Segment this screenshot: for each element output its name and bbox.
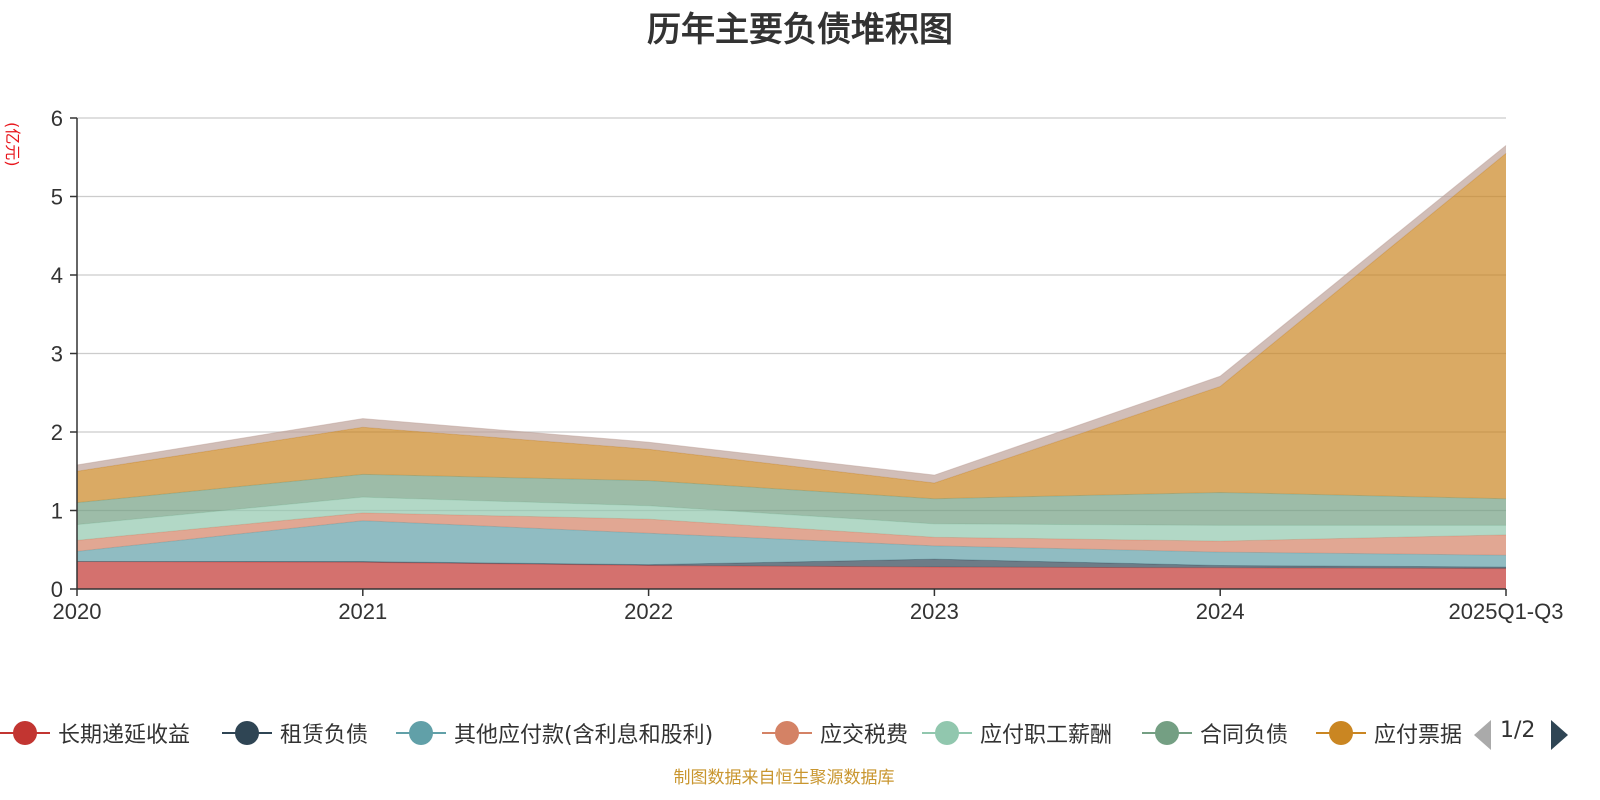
y-tick-label: 2 (51, 420, 63, 445)
legend-symbol-dot (409, 721, 433, 745)
legend-label: 应付职工薪酬 (980, 723, 1113, 748)
legend-item-1[interactable]: 长期递延收益 (0, 716, 190, 750)
chart-title: 历年主要负债堆积图 (647, 10, 953, 50)
x-tick-label: 2022 (624, 599, 673, 624)
x-tick-label: 2020 (53, 599, 102, 624)
x-tick-labels: 2020 2021 2022 2023 2024 2025Q1-Q3 (53, 599, 1564, 624)
legend-next-page-button[interactable] (1551, 720, 1568, 750)
legend-item-3[interactable]: 其他应付款(含利息和股利) (396, 716, 713, 750)
legend-label: 长期递延收益 (58, 723, 191, 748)
area-series-2[interactable] (77, 559, 1506, 569)
legend-symbol (762, 716, 812, 750)
area-series-6[interactable] (77, 474, 1506, 526)
area-series-3[interactable] (77, 520, 1506, 568)
source-note: 制图数据来自恒生聚源数据库 (673, 768, 895, 788)
legend-item-6[interactable]: 合同负债 (1142, 716, 1288, 750)
legend-item-4[interactable]: 应交税费 (762, 716, 908, 750)
legend-page-indicator: 1/2 (1500, 718, 1536, 743)
legend-prev-page-button[interactable] (1474, 720, 1491, 750)
legend-label: 其他应付款(含利息和股利) (454, 723, 714, 748)
legend-label: 合同负债 (1200, 723, 1289, 748)
axes (70, 117, 1507, 596)
legend-symbol (922, 716, 972, 750)
legend-symbol (1316, 716, 1366, 750)
legend-label: 应付票据 (1374, 723, 1463, 748)
area-series-1[interactable] (77, 561, 1506, 589)
area-series (76, 145, 1507, 589)
legend-symbol (0, 716, 50, 750)
area-series-7[interactable] (77, 153, 1506, 503)
legend-label: 应交税费 (820, 723, 909, 748)
y-tick-label: 1 (51, 499, 63, 524)
x-tick-label: 2021 (338, 599, 387, 624)
legend-symbol-dot (1329, 721, 1353, 745)
y-tick-label: 6 (51, 106, 63, 131)
legend-symbol (1142, 716, 1192, 750)
legend: 长期递延收益 租赁负债 其他应付款(含利息和股利) 应交税费 应付职工薪酬 合同负债 应付票… (0, 716, 1600, 756)
y-tick-labels: 0 1 2 3 4 5 6 (51, 106, 63, 602)
x-tick-label: 2025Q1-Q3 (1449, 599, 1564, 624)
stacked-area-chart: 0 1 2 3 4 5 6 2020 2021 2022 2023 2024 2025Q1-Q3 (51, 106, 1564, 624)
legend-symbol-dot (13, 721, 37, 745)
legend-item-2[interactable]: 租赁负债 (222, 716, 368, 750)
legend-symbol-dot (235, 721, 259, 745)
legend-symbol (396, 716, 446, 750)
series-line-8 (76, 145, 1507, 476)
area-series-4[interactable] (77, 512, 1506, 556)
y-tick-label: 0 (51, 577, 63, 602)
legend-symbol-dot (775, 721, 799, 745)
legend-symbol-dot (935, 721, 959, 745)
legend-item-5[interactable]: 应付职工薪酬 (922, 716, 1112, 750)
area-series-8[interactable] (77, 145, 1506, 484)
area-series-5[interactable] (77, 497, 1506, 542)
legend-symbol-dot (1155, 721, 1179, 745)
x-tick-label: 2024 (1196, 599, 1245, 624)
y-tick-label: 5 (51, 185, 63, 210)
legend-items: 长期递延收益 租赁负债 其他应付款(含利息和股利) 应交税费 应付职工薪酬 合同负债 应付票… (0, 716, 1466, 756)
legend-symbol (222, 716, 272, 750)
legend-item-7[interactable]: 应付票据 (1316, 716, 1462, 750)
y-tick-label: 3 (51, 342, 63, 367)
legend-label: 租赁负债 (280, 723, 369, 748)
x-tick-label: 2023 (910, 599, 959, 624)
y-tick-label: 4 (51, 263, 63, 288)
